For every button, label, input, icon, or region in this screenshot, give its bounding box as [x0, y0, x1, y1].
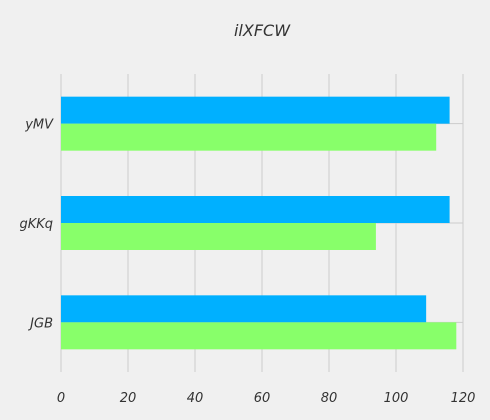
y-tick-label: gKKq — [19, 217, 53, 232]
bars — [61, 96, 457, 350]
bar-yMV-series-1 — [61, 123, 437, 151]
x-tick-label: 80 — [321, 391, 338, 406]
bar-JGB-series-0 — [61, 295, 427, 323]
bar-JGB-series-1 — [61, 322, 457, 350]
bar-gKKq-series-1 — [61, 223, 376, 250]
y-tick-label: yMV — [24, 118, 54, 133]
bar-yMV-series-0 — [61, 96, 450, 124]
x-tick-label: 120 — [451, 391, 476, 406]
y-tick-label: JGB — [27, 316, 53, 331]
x-tick-label: 40 — [187, 391, 204, 406]
bar-gKKq-series-0 — [61, 196, 450, 223]
y-axis-labels: yMV gKKq JGB — [19, 118, 54, 332]
x-axis-labels: 0 20 40 60 80 100 120 — [57, 391, 476, 406]
x-tick-label: 20 — [120, 391, 137, 406]
chart-title: ilXFCW — [234, 21, 291, 40]
x-tick-label: 0 — [57, 391, 65, 406]
x-tick-label: 100 — [384, 391, 409, 406]
x-tick-label: 60 — [254, 391, 271, 406]
